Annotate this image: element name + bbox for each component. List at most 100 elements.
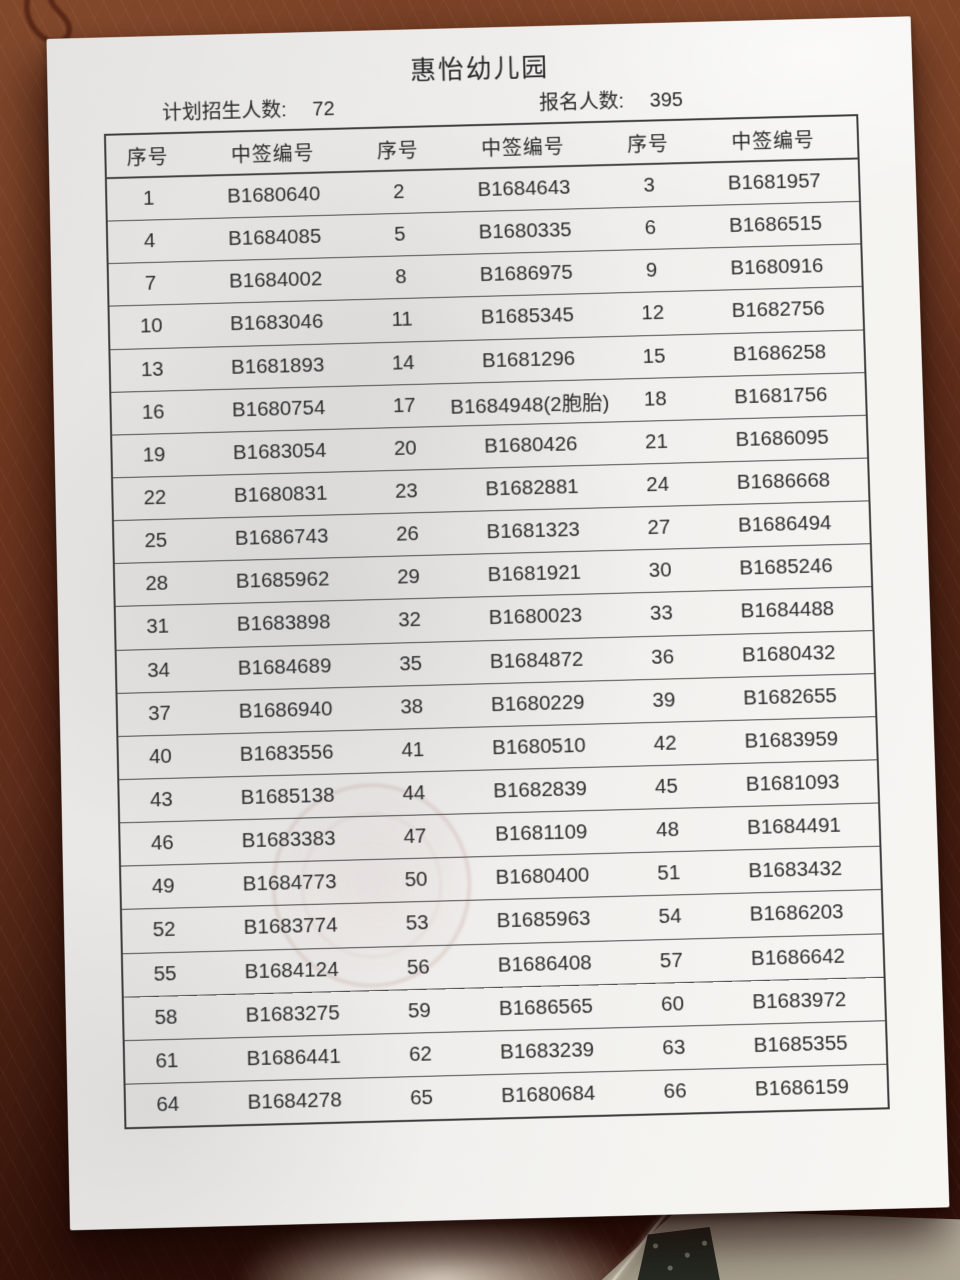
dark-object-bottom-right (637, 1227, 720, 1280)
table-cell: B1682756 (731, 297, 826, 323)
table-cell: B1686408 (497, 950, 593, 977)
table-cell: 7 (144, 272, 157, 296)
table-cell: 33 (649, 601, 674, 626)
header-cell: 中签编号 (480, 136, 565, 160)
table-cell: 48 (655, 817, 680, 842)
header-cell: 中签编号 (230, 142, 315, 167)
table-cell: 25 (144, 528, 168, 553)
table-cell: B1681921 (487, 561, 582, 587)
table-cell: B1680432 (741, 640, 836, 667)
table-cell: B1681957 (727, 169, 822, 195)
table-cell: B1681093 (745, 770, 840, 796)
table-cell: B1686258 (732, 340, 827, 366)
table-cell: B1683275 (245, 1000, 340, 1027)
table-cell: B1684488 (740, 597, 835, 624)
table-cell: B1684278 (247, 1088, 342, 1114)
table-cell: 42 (653, 731, 677, 755)
table-cell: 6 (644, 216, 657, 240)
table-cell: 55 (153, 961, 177, 986)
applicants-count: 报名人数: 395 (539, 83, 684, 115)
table-cell: 11 (391, 308, 413, 332)
table-cell: B1686095 (735, 425, 830, 451)
table-cell: 63 (662, 1035, 686, 1060)
table-cell: 53 (405, 911, 429, 936)
table-cell: B1680400 (495, 863, 590, 890)
table-cell: 41 (401, 737, 425, 762)
table-cell: B1681109 (494, 820, 588, 846)
table-cell: 52 (152, 918, 176, 942)
table-cell: B1686203 (749, 900, 844, 927)
table-cell: B1685138 (240, 783, 335, 810)
table-cell: 51 (657, 861, 681, 886)
table-cell: 12 (641, 301, 665, 325)
table-cell: B1680510 (491, 733, 587, 760)
table-cell: B1681323 (486, 518, 581, 544)
table-cell: B1684773 (242, 870, 337, 896)
table-cell: 10 (139, 314, 163, 338)
table-cell: B1683972 (751, 987, 847, 1014)
table-cell: B1684002 (228, 267, 323, 293)
table-cell: B1684491 (746, 813, 842, 840)
table-cell: 29 (396, 565, 421, 589)
table-cell: B1683239 (499, 1037, 595, 1064)
table-cell: B1680916 (730, 254, 824, 280)
table-cell: B1683774 (243, 913, 338, 940)
table-cell: 62 (408, 1042, 433, 1066)
table-cell: B1686940 (238, 697, 333, 723)
table-cell: B1680640 (227, 182, 321, 208)
table-cell: B1686494 (737, 511, 832, 537)
table-cell: 1 (142, 186, 155, 210)
table-cell: 49 (151, 874, 175, 899)
table-cell: B1686668 (736, 468, 831, 494)
table-cell: B1685246 (739, 554, 834, 580)
table-cell: 5 (394, 222, 406, 246)
table-cell: B1682839 (492, 776, 588, 803)
table-cell: 47 (403, 824, 427, 849)
table-cell: B1685345 (480, 303, 575, 330)
table-cell: B1683898 (236, 610, 331, 637)
table-cell: 18 (643, 387, 667, 411)
table-cell: B1683556 (239, 740, 334, 766)
table-cell: 37 (147, 701, 172, 725)
header-cell: 序号 (376, 139, 420, 163)
table-cell: 38 (400, 694, 424, 719)
table-cell: 21 (644, 429, 669, 454)
applicants-count-value: 395 (649, 89, 684, 112)
table-cell: B1684124 (244, 957, 339, 983)
table-cell: B1680754 (231, 395, 326, 422)
table-cell: 36 (650, 644, 675, 669)
table-cell: 60 (660, 991, 685, 1016)
table-cell: B1681296 (481, 346, 576, 372)
table-cell: 40 (148, 744, 173, 769)
table-cell: 34 (146, 658, 171, 682)
table-cell: 27 (647, 515, 671, 540)
table-cell: B1686515 (728, 211, 823, 238)
table-cell: B1682655 (742, 683, 838, 710)
table-cell: 56 (406, 954, 430, 979)
table-cell: B1686441 (246, 1044, 341, 1071)
table-cell: B1680684 (500, 1081, 596, 1108)
table-cell: B1684872 (489, 647, 584, 673)
table-cell: 45 (654, 774, 679, 799)
paper-sheet: 惠怡幼儿园 计划招生人数: 72 报名人数: 395 序号 中签编号 序号 中签编号 序号中… (46, 16, 950, 1231)
table-cell: B1680335 (478, 218, 572, 244)
table-cell: 30 (648, 558, 672, 583)
table-cell: 64 (156, 1092, 180, 1117)
table-body: 1 B1680640 2 B1684643 3 B1681957 4 B1684085 5 B16… (106, 159, 888, 1127)
table-cell: B1683432 (748, 857, 843, 883)
table-cell: B1683959 (744, 727, 839, 753)
table-cell: 22 (143, 485, 167, 510)
table-cell: 31 (146, 614, 170, 639)
table-cell: 9 (645, 258, 658, 282)
table-cell: 32 (397, 608, 422, 632)
table-cell: B1686565 (498, 994, 594, 1020)
table-cell: B1684948(2胞胎) (450, 391, 610, 419)
table-cell: B1681756 (733, 382, 828, 409)
table-cell: 58 (154, 1005, 178, 1029)
table-cell: 57 (659, 948, 684, 973)
table-cell: B1680831 (233, 481, 328, 508)
table-cell: 65 (409, 1085, 434, 1110)
table-cell: B1682881 (485, 475, 580, 501)
planned-enrollment-label: 计划招生人数: (161, 99, 287, 125)
